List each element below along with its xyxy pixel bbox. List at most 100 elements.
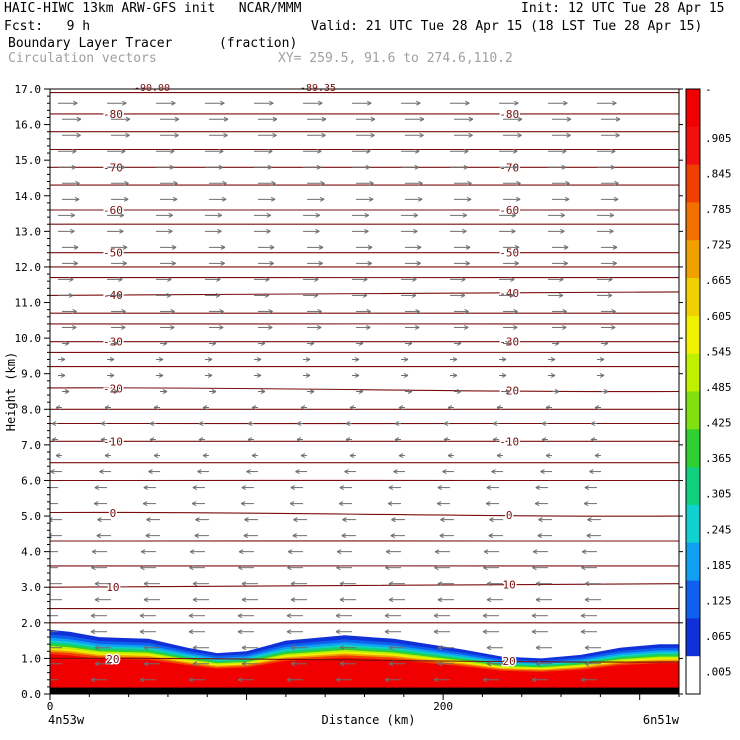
- vector-arrowhead: [465, 100, 470, 106]
- vector-arrowhead: [485, 501, 491, 507]
- x-tick-label: 200: [433, 700, 453, 713]
- vector-arrowhead: [305, 357, 311, 362]
- vector-arrowhead: [198, 437, 204, 442]
- isoline-9: [50, 351, 679, 354]
- vector-arrowhead: [287, 549, 293, 555]
- vector-arrowhead: [433, 613, 439, 619]
- vector-arrowhead: [51, 437, 57, 442]
- vector-arrowhead: [247, 421, 253, 426]
- vector-arrowhead: [554, 389, 560, 394]
- vector-arrowhead: [339, 485, 345, 491]
- vector-arrowhead: [215, 292, 221, 298]
- contour-label: -30: [499, 336, 519, 349]
- y-tick-label: 12.0: [15, 261, 42, 274]
- vector-arrowhead: [300, 453, 306, 459]
- vector-arrowhead: [535, 581, 541, 587]
- vector-arrowhead: [414, 148, 420, 154]
- vector-arrowhead: [266, 212, 271, 218]
- vector-arrowhead: [202, 453, 208, 459]
- vector-arrowhead: [251, 405, 257, 410]
- vector-arrowhead: [247, 437, 253, 442]
- vector-arrowhead: [318, 260, 323, 266]
- vector-arrowhead: [202, 405, 208, 410]
- vector-arrowhead: [139, 629, 145, 635]
- vector-arrowhead: [268, 324, 273, 330]
- vector-arrowhead: [541, 421, 547, 426]
- isoline-17: [50, 607, 679, 610]
- vector-arrowhead: [220, 260, 225, 266]
- vector-arrowhead: [336, 549, 342, 555]
- vector-arrowhead: [318, 100, 323, 106]
- vector-arrowhead: [241, 597, 247, 603]
- vector-arrowhead: [170, 324, 175, 330]
- vector-arrowhead: [153, 405, 159, 410]
- vector-arrowhead: [124, 180, 129, 186]
- vector-arrowhead: [237, 677, 243, 683]
- y-tick-label: 13.0: [15, 225, 42, 238]
- vector-arrowhead: [145, 533, 150, 539]
- vector-arrowhead: [580, 677, 586, 683]
- vector-arrowhead: [321, 132, 326, 138]
- vector-arrowhead: [71, 148, 77, 154]
- isoline-1: [50, 130, 679, 133]
- vector-arrowhead: [558, 292, 564, 298]
- vector-arrowhead: [119, 212, 124, 218]
- contour-label: 0: [110, 507, 117, 520]
- colorbar-segment: [686, 656, 700, 695]
- vector-arrowhead: [149, 437, 155, 442]
- vector-arrowhead: [76, 116, 82, 122]
- vector-arrowhead: [91, 549, 97, 555]
- vector-field: [42, 100, 621, 683]
- vector-arrowhead: [219, 324, 224, 330]
- vector-arrowhead: [532, 549, 538, 555]
- y-tick-label: 3.0: [21, 581, 41, 594]
- colorbar-segment: [686, 542, 700, 582]
- vector-arrowhead: [531, 677, 537, 683]
- vector-arrowhead: [42, 630, 46, 634]
- vector-arrowhead: [358, 341, 364, 346]
- vector-arrowhead: [496, 405, 502, 410]
- colorbar-segment: [686, 618, 700, 657]
- vector-arrowhead: [339, 645, 345, 651]
- vector-arrowhead: [364, 228, 369, 234]
- vector-arrowhead: [313, 292, 319, 298]
- vector-arrowhead: [531, 629, 537, 635]
- vector-arrowhead: [100, 421, 106, 426]
- vector-arrowhead: [60, 357, 66, 362]
- isoline-11: [50, 408, 679, 411]
- vector-arrowhead: [563, 100, 568, 106]
- vector-arrowhead: [562, 324, 567, 330]
- vector-arrowhead: [612, 100, 617, 106]
- colorbar-segment: [686, 240, 700, 279]
- vector-arrowhead: [338, 501, 344, 507]
- vector-arrowhead: [122, 244, 128, 250]
- vector-arrowhead: [590, 421, 596, 426]
- vector-arrowhead: [42, 678, 46, 682]
- vector-arrowhead: [266, 228, 271, 234]
- vector-arrowhead: [388, 581, 394, 587]
- vector-arrowhead: [64, 341, 70, 346]
- isoline-0: [50, 91, 679, 94]
- vector-arrowhead: [109, 373, 115, 378]
- isoline-18: [50, 621, 679, 624]
- colorbar-label: .005: [705, 666, 732, 679]
- y-tick-label: 1.0: [21, 652, 41, 665]
- vector-arrowhead: [269, 100, 274, 106]
- vector-arrowhead: [486, 581, 492, 587]
- vector-arrowhead: [486, 645, 492, 651]
- vector-arrowhead: [385, 565, 390, 571]
- vector-arrowhead: [241, 661, 247, 667]
- vector-arrowhead: [534, 501, 540, 507]
- vector-arrowhead: [403, 373, 409, 378]
- y-tick-label: 6.0: [21, 474, 41, 487]
- vector-arrowhead: [51, 421, 57, 426]
- vector-arrowhead: [142, 501, 148, 507]
- vector-arrowhead: [221, 196, 227, 202]
- vector-arrowhead: [345, 421, 351, 426]
- vector-arrowhead: [513, 324, 518, 330]
- vector-arrowhead: [169, 148, 175, 154]
- vector-arrowhead: [169, 164, 175, 170]
- vector-arrowhead: [388, 645, 394, 651]
- vector-arrowhead: [394, 437, 400, 442]
- isoline-16: [50, 565, 679, 567]
